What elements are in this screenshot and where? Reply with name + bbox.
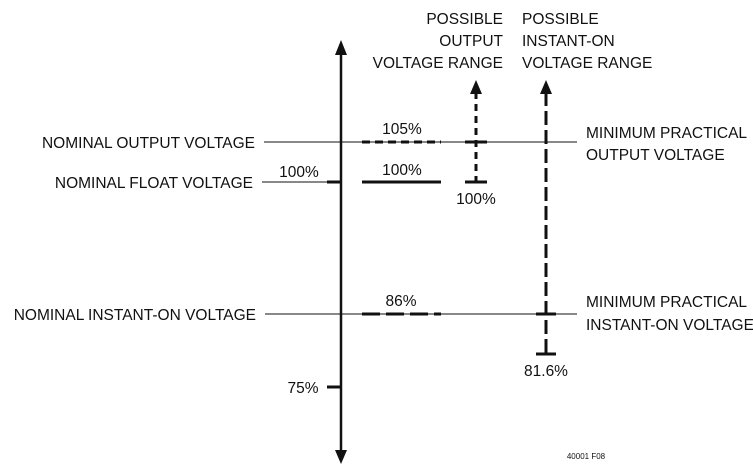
nominal-instant-on-label: NOMINAL INSTANT-ON VOLTAGE (14, 307, 256, 324)
axis-down-arrow-icon (335, 450, 347, 464)
instant-range-arrow-icon (540, 80, 552, 94)
level-105-label: 105% (382, 121, 422, 138)
axis-75-label: 75% (287, 380, 318, 397)
output-range-arrow-icon (470, 80, 482, 94)
min-instant-label-2: INSTANT-ON VOLTAGE (586, 317, 753, 334)
output-range-bottom-label: 100% (456, 191, 496, 208)
axis-up-arrow-icon (335, 40, 347, 55)
instant-range-header-2: INSTANT-ON (522, 33, 615, 50)
nominal-float-label: NOMINAL FLOAT VOLTAGE (55, 175, 253, 192)
output-range-header-3: VOLTAGE RANGE (373, 55, 503, 72)
min-instant-label-1: MINIMUM PRACTICAL (586, 294, 747, 311)
instant-range-header-1: POSSIBLE (522, 11, 599, 28)
instant-range-header-3: VOLTAGE RANGE (522, 55, 652, 72)
instant-range-bottom-label: 81.6% (524, 363, 568, 380)
output-range-header-2: OUTPUT (439, 33, 503, 50)
nominal-output-label: NOMINAL OUTPUT VOLTAGE (42, 135, 255, 152)
output-range-header-1: POSSIBLE (426, 11, 503, 28)
axis-100-label: 100% (279, 164, 319, 181)
level-86-label: 86% (385, 293, 416, 310)
level-100-label: 100% (382, 162, 422, 179)
min-output-label-2: OUTPUT VOLTAGE (586, 147, 725, 164)
figure-id: 40001 F08 (567, 452, 606, 461)
min-output-label-1: MINIMUM PRACTICAL (586, 125, 747, 142)
